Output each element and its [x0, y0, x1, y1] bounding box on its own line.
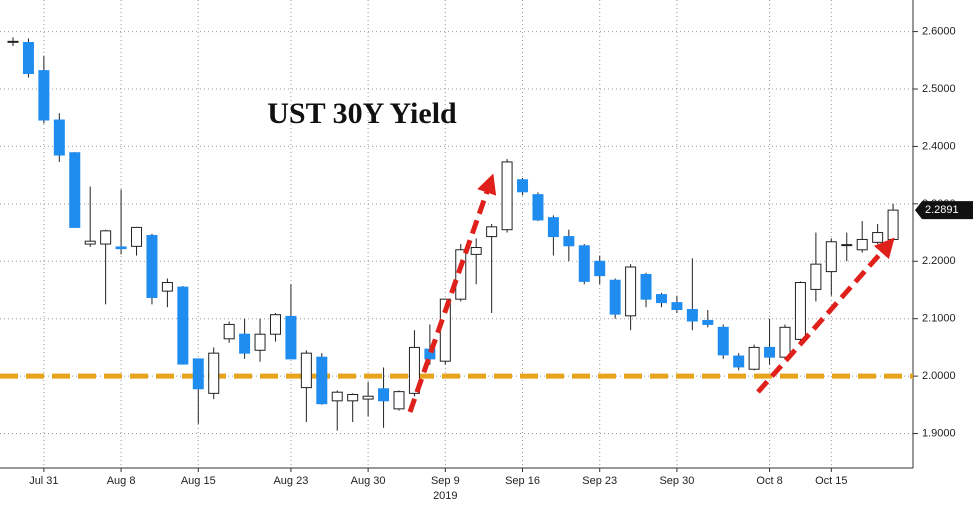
y-tick-label: 2.1000 — [922, 313, 956, 325]
candle-body — [764, 346, 776, 358]
y-tick-label: 2.4000 — [922, 140, 956, 152]
candle-body — [779, 326, 791, 358]
candle-body — [532, 194, 544, 221]
x-tick-label: Sep 30 — [659, 475, 694, 487]
x-tick-label: Sep 23 — [582, 475, 617, 487]
candle-body — [254, 333, 266, 351]
candle-body — [594, 260, 606, 277]
x-tick-label: Aug 23 — [273, 475, 308, 487]
candle-body — [100, 230, 112, 245]
candle-body — [501, 161, 513, 231]
x-tick-label: Oct 15 — [815, 475, 847, 487]
last-value-label: 2.2891 — [925, 204, 959, 216]
chart-title: UST 30Y Yield — [267, 97, 457, 130]
candle-body — [686, 309, 698, 322]
candle-body — [53, 119, 65, 156]
candle-body — [331, 391, 343, 402]
candle-body — [285, 315, 297, 360]
candle-body — [38, 70, 50, 121]
x-sublabel: 2019 — [433, 490, 457, 502]
candle-body — [408, 346, 420, 394]
candle-body — [208, 352, 220, 394]
trend-arrow — [407, 173, 497, 413]
x-tick-label: Aug 30 — [351, 475, 386, 487]
candle-body — [316, 356, 328, 405]
candle-body — [486, 226, 498, 238]
candle-body — [856, 238, 868, 251]
candle-body — [177, 286, 189, 365]
candle-body — [825, 241, 837, 273]
candle-body — [393, 391, 405, 410]
candle-body — [455, 249, 467, 300]
candle-body — [702, 319, 714, 325]
candle-body — [887, 209, 899, 240]
candle-body — [671, 302, 683, 311]
candle-body — [378, 388, 390, 402]
candle-body — [269, 314, 281, 335]
candle-body — [131, 226, 143, 247]
x-tick-label: Oct 8 — [756, 475, 782, 487]
candle-body — [872, 232, 884, 243]
y-tick-label: 2.5000 — [922, 83, 956, 95]
candle-body — [625, 266, 637, 317]
candle-body — [794, 282, 806, 340]
candle-body — [115, 246, 127, 250]
candle-body — [192, 358, 204, 390]
candle-body — [547, 217, 559, 238]
candle-body — [223, 323, 235, 340]
candle-body — [22, 41, 34, 75]
x-tick-label: Aug 15 — [181, 475, 216, 487]
y-tick-label: 2.2000 — [922, 255, 956, 267]
y-tick-label: 2.6000 — [922, 25, 956, 37]
x-tick-label: Aug 8 — [107, 475, 136, 487]
candle-body — [563, 236, 575, 247]
candle-body — [470, 246, 482, 255]
candle-body — [161, 282, 173, 292]
last-value-box — [915, 201, 973, 220]
candle-body — [84, 240, 96, 245]
candle-body — [146, 234, 158, 298]
candle-body — [7, 40, 19, 43]
x-tick-label: Jul 31 — [29, 475, 58, 487]
candle-body — [655, 294, 667, 304]
y-tick-label: 2.0000 — [922, 370, 956, 382]
trend-arrow — [756, 237, 895, 394]
candle-body — [362, 395, 374, 400]
candle-body — [69, 152, 81, 228]
candle-body — [347, 393, 359, 402]
candle-body — [640, 273, 652, 300]
candle-body — [733, 355, 745, 368]
candle-body — [841, 244, 853, 247]
y-tick-label: 1.9000 — [922, 427, 956, 439]
candle-body — [717, 326, 729, 356]
candle-body — [239, 333, 251, 354]
x-tick-label: Sep 16 — [505, 475, 540, 487]
candle-body — [810, 263, 822, 290]
candle-body — [517, 179, 529, 193]
x-tick-label: Sep 9 — [431, 475, 460, 487]
candle-body — [609, 279, 621, 315]
candle-body — [300, 352, 312, 389]
candle-body — [748, 346, 760, 370]
candle-body — [578, 245, 590, 282]
